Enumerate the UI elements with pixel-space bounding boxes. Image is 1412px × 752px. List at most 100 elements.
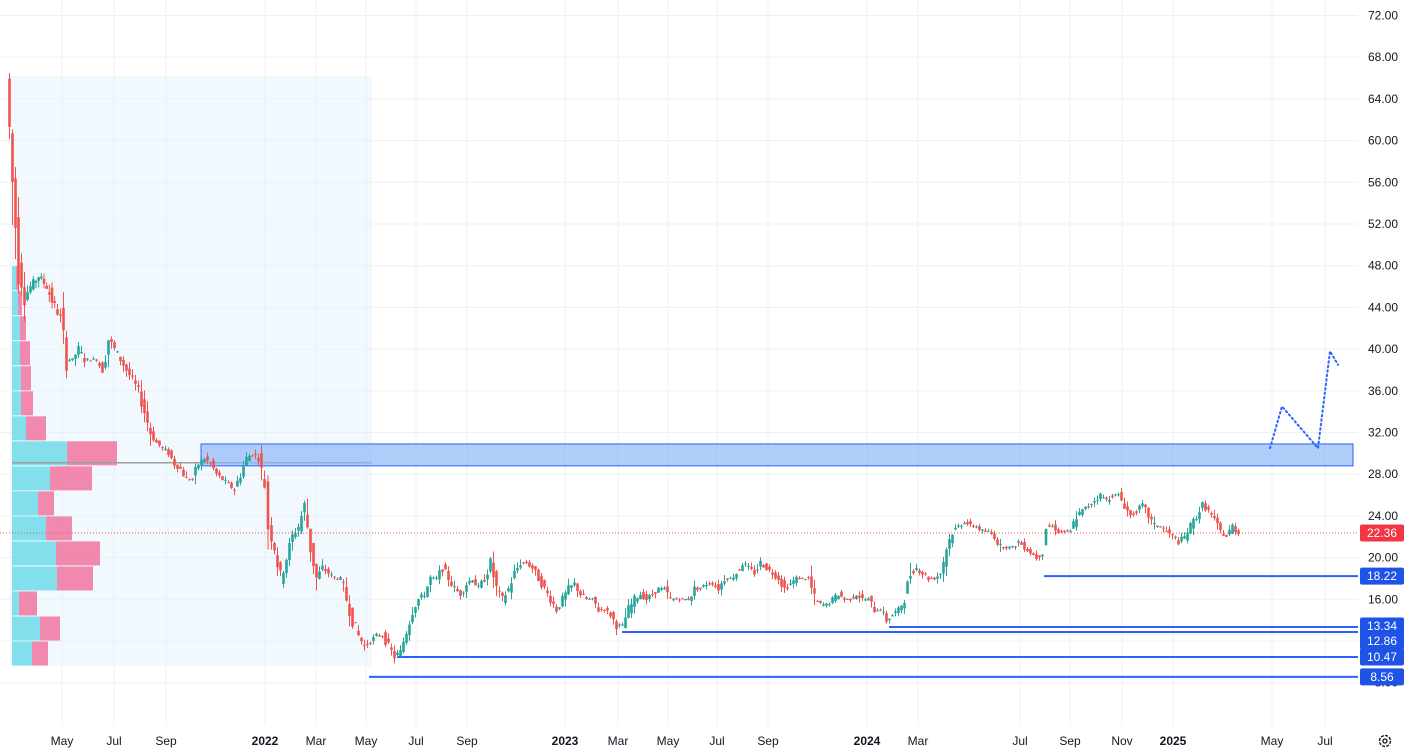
candle-body — [597, 607, 600, 612]
candle-body — [1150, 516, 1153, 520]
candle-body — [828, 603, 831, 605]
candle-body — [119, 356, 122, 362]
candle-body — [540, 576, 543, 588]
candle-body — [477, 585, 480, 587]
candle-body — [582, 594, 585, 596]
candle-body — [257, 457, 260, 462]
candle-body — [861, 594, 864, 599]
candle-body — [435, 577, 438, 579]
candle-body — [170, 450, 173, 459]
candle-body — [68, 359, 71, 361]
candle-body — [152, 431, 155, 441]
candle-body — [363, 644, 366, 646]
level-badge — [1360, 567, 1404, 585]
candle-body — [74, 354, 77, 359]
support-levels[interactable] — [369, 575, 1358, 678]
projection-path[interactable] — [1269, 348, 1339, 451]
candle-body — [366, 643, 369, 645]
candle-body — [1051, 526, 1054, 528]
candle-body — [996, 539, 999, 545]
candle-body — [948, 539, 951, 549]
candle-body — [669, 597, 672, 599]
vp-up-bar — [12, 291, 18, 316]
candle-body — [687, 598, 690, 600]
candle-body — [1029, 549, 1032, 554]
vp-down-bar — [20, 316, 26, 341]
vp-up-bar — [12, 616, 40, 641]
x-tick-label: Mar — [306, 734, 327, 748]
candle-body — [849, 598, 852, 601]
x-tick-label: May — [355, 734, 378, 748]
candle-body — [333, 576, 336, 578]
vp-up-bar — [12, 366, 21, 391]
candle-body — [309, 528, 312, 553]
candle-body — [23, 287, 26, 306]
candle-body — [468, 580, 471, 584]
candle-body — [984, 530, 987, 532]
candle-body — [390, 647, 393, 650]
settings-gear-icon[interactable] — [1375, 731, 1395, 751]
candle-body — [1093, 501, 1096, 503]
candle-body — [519, 565, 522, 568]
candle-body — [423, 595, 426, 597]
candle-body — [1192, 518, 1195, 529]
price-badge-label: 22.36 — [1367, 526, 1397, 540]
candle-body — [294, 533, 297, 538]
candle-body — [146, 411, 149, 423]
candle-body — [897, 607, 900, 614]
candle-body — [783, 580, 786, 588]
candle-body — [528, 562, 531, 567]
candle-body — [1198, 512, 1201, 520]
candle-body — [1222, 533, 1225, 536]
candle-body — [951, 535, 954, 544]
candle-body — [495, 571, 498, 586]
candle-body — [918, 570, 921, 573]
candle-body — [681, 598, 684, 600]
candle-body — [62, 307, 65, 331]
candle-body — [822, 604, 825, 606]
vp-down-bar — [38, 491, 54, 516]
candle-body — [83, 358, 86, 363]
candle-body — [744, 563, 747, 565]
resistance-zone[interactable] — [200, 443, 1354, 467]
candle-body — [1225, 535, 1228, 537]
candle-body — [741, 565, 744, 572]
candle-body — [411, 614, 414, 623]
candle-body — [606, 607, 609, 611]
candle-body — [639, 594, 642, 600]
candle-body — [957, 525, 960, 527]
candle-body — [387, 638, 390, 643]
candle-body — [372, 637, 375, 641]
y-tick-label: 32.00 — [1368, 426, 1398, 440]
candle-body — [282, 572, 285, 584]
candle-body — [636, 598, 639, 602]
candle-body — [34, 280, 38, 283]
candle-body — [906, 581, 909, 594]
candle-body — [149, 427, 152, 435]
x-tick-label: Jul — [1317, 734, 1332, 748]
candle-body — [486, 574, 489, 580]
candle-body — [978, 526, 981, 531]
candle-body — [711, 583, 714, 585]
vp-down-bar — [18, 291, 22, 316]
candle-body — [212, 460, 215, 469]
candle-body — [867, 598, 870, 601]
candle-body — [924, 573, 927, 575]
candle-body — [450, 581, 453, 586]
candle-body — [735, 574, 738, 579]
candle-body — [131, 375, 134, 377]
candle-body — [930, 578, 933, 580]
candle-body — [648, 594, 651, 600]
vp-up-bar — [12, 316, 20, 341]
candle-body — [155, 440, 158, 443]
candle-body — [40, 276, 43, 279]
candle-body — [474, 579, 477, 586]
candle-body — [1072, 521, 1075, 529]
candle-body — [1002, 547, 1005, 549]
candle-body — [903, 602, 906, 609]
candle-body — [909, 575, 912, 579]
candle-body — [1075, 519, 1078, 528]
candle-body — [747, 565, 750, 567]
candle-body — [1017, 541, 1020, 543]
